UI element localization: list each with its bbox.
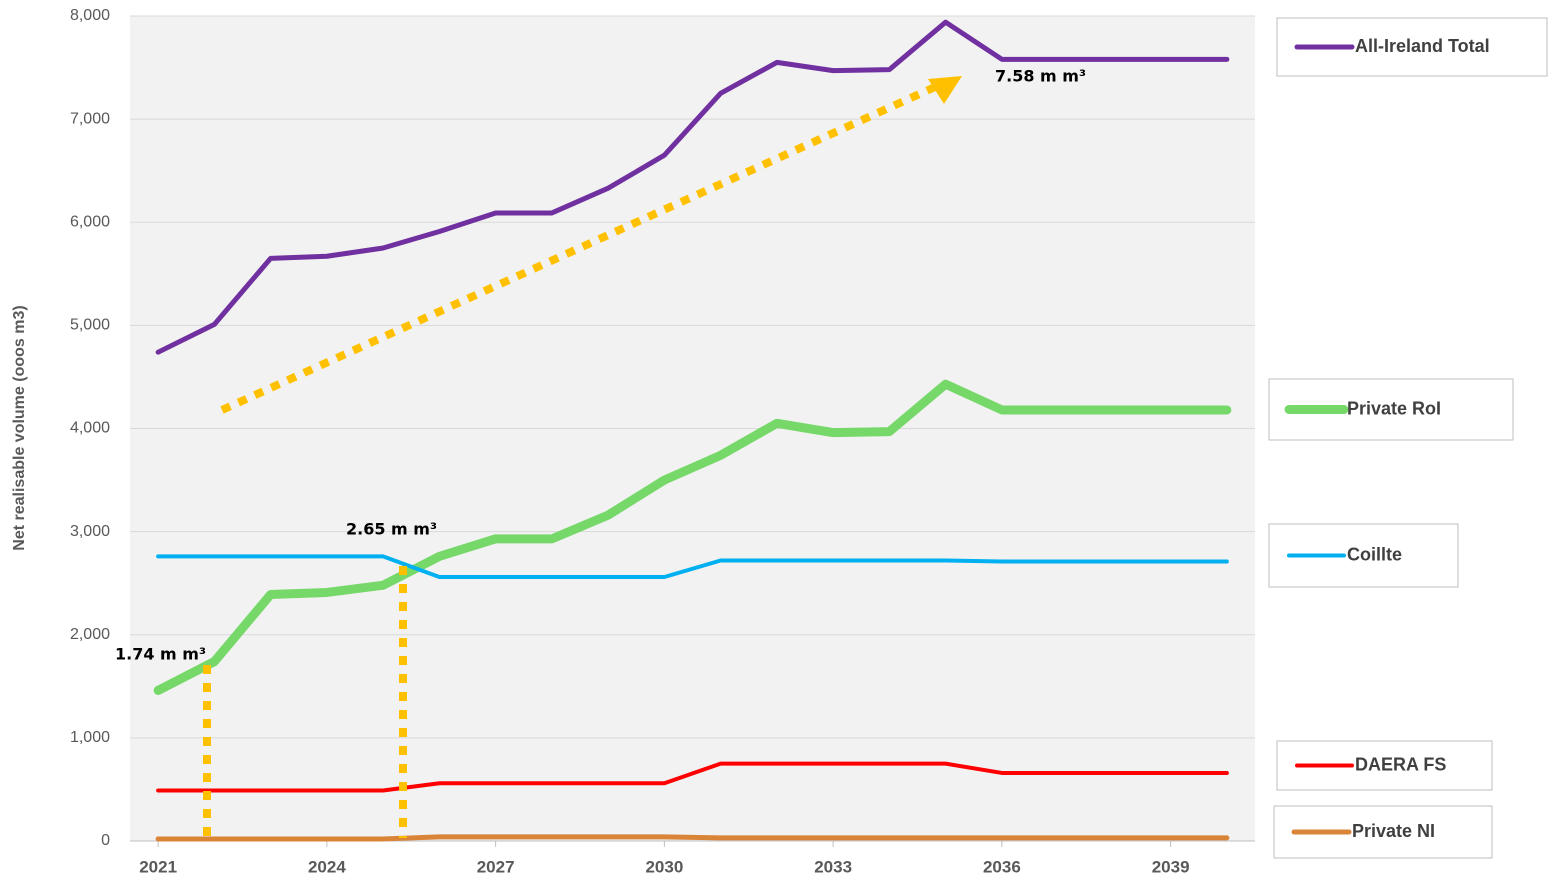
series-line — [155, 19, 1230, 355]
x-tick-label: 2039 — [1152, 857, 1190, 876]
trend-arrow — [220, 83, 937, 414]
y-tick-label: 8,000 — [70, 7, 110, 24]
x-tick-label: 2030 — [645, 857, 683, 876]
legend-label: Private RoI — [1347, 398, 1441, 418]
annotation-arrows — [203, 83, 937, 838]
x-tick-label: 2021 — [139, 857, 177, 876]
arrow-head — [928, 76, 962, 104]
legend-label: All-Ireland Total — [1355, 36, 1490, 56]
y-tick-label: 6,000 — [70, 213, 110, 230]
series-line — [155, 834, 1230, 842]
annotation: 2.65 m m³ — [346, 520, 437, 539]
y-tick-label: 1,000 — [70, 729, 110, 746]
series-line — [153, 379, 1232, 695]
legend-label: DAERA FS — [1355, 754, 1446, 774]
y-tick-label: 5,000 — [70, 317, 110, 334]
legend-label: Private NI — [1352, 821, 1435, 841]
y-axis-label: Net realisable volume (ooos m3) — [11, 305, 28, 550]
y-tick-label: 3,000 — [70, 523, 110, 540]
y-tick-label: 2,000 — [70, 626, 110, 643]
y-tick-label: 4,000 — [70, 420, 110, 437]
x-tick-label: 2027 — [477, 857, 515, 876]
legend-box — [1276, 740, 1493, 791]
annotation: 1.74 m m³ — [115, 645, 206, 664]
y-tick-label: 0 — [101, 832, 110, 849]
annotation: 7.58 m m³ — [995, 67, 1086, 86]
x-tick-label: 2033 — [814, 857, 852, 876]
x-tick-label: 2036 — [983, 857, 1021, 876]
y-tick-label: 7,000 — [70, 110, 110, 127]
legend-label: Coillte — [1347, 544, 1402, 564]
x-tick-label: 2024 — [308, 857, 346, 876]
series-line — [156, 554, 1229, 579]
series-line — [156, 761, 1229, 793]
